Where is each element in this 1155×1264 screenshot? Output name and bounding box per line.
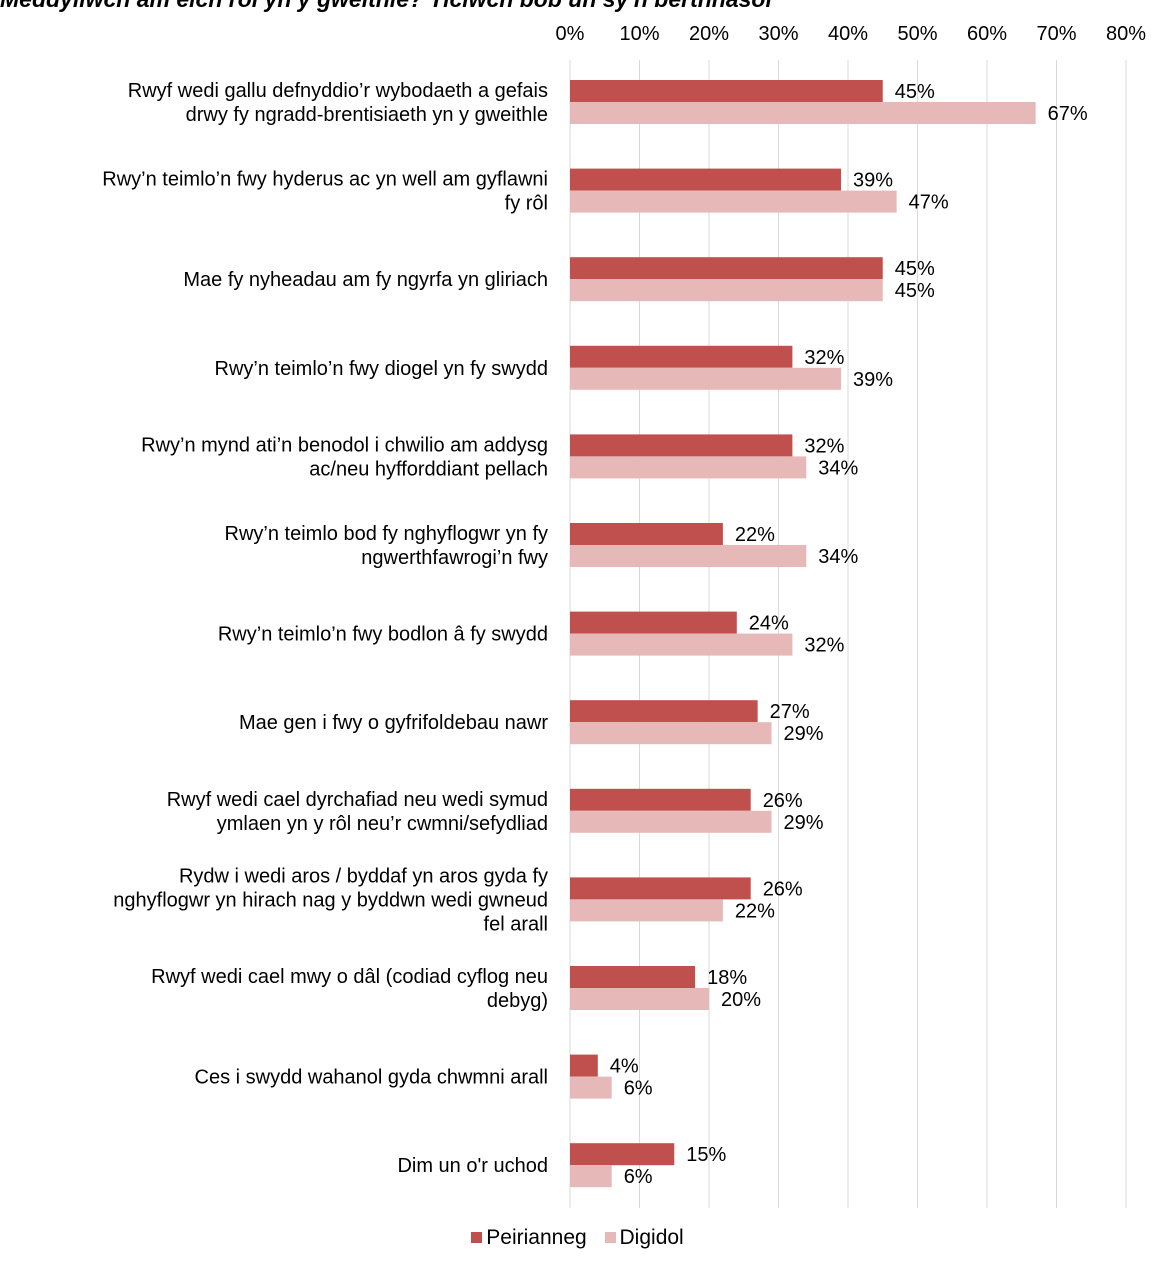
data-label: 4% — [610, 1056, 639, 1078]
category-label: debyg) — [487, 990, 548, 1012]
data-label: 22% — [735, 900, 775, 922]
bar-peirianneg — [570, 788, 751, 811]
data-label: 18% — [707, 967, 747, 989]
data-label: 32% — [804, 635, 844, 657]
category-label: Dim un o'r uchod — [397, 1155, 548, 1177]
bar-digidol — [570, 988, 709, 1010]
x-tick-label: 0% — [556, 23, 585, 45]
legend-item-peirianneg: Peirianneg — [471, 1226, 587, 1250]
data-label: 67% — [1048, 103, 1088, 125]
bar-peirianneg — [570, 523, 723, 545]
category-label: Rwyf wedi gallu defnyddio’r wybodaeth a … — [128, 80, 548, 102]
legend-label-digidol: Digidol — [619, 1226, 684, 1249]
category-label: Rwy’n teimlo’n fwy bodlon â fy swydd — [218, 624, 548, 646]
data-label: 29% — [784, 812, 824, 834]
x-tick-label: 70% — [1036, 23, 1076, 45]
bar-digidol — [570, 279, 883, 302]
data-label: 32% — [804, 435, 844, 457]
category-label: ngwerthfawrogi’n fwy — [361, 547, 548, 569]
bar-peirianneg — [570, 1143, 675, 1166]
legend-swatch-digidol — [604, 1232, 616, 1243]
x-tick-label: 30% — [758, 23, 798, 45]
x-tick-label: 60% — [967, 23, 1007, 45]
data-label: 6% — [624, 1078, 653, 1100]
x-tick-label: 20% — [689, 23, 729, 45]
data-label: 47% — [909, 192, 949, 214]
category-label: Rwy’n teimlo bod fy nghyflogwr yn fy — [225, 523, 548, 545]
bar-digidol — [570, 722, 772, 745]
category-label: Rwyf wedi cael dyrchafiad neu wedi symud — [167, 789, 548, 811]
x-tick-label: 80% — [1106, 23, 1146, 45]
data-label: 29% — [784, 723, 824, 745]
category-label: ac/neu hyfforddiant pellach — [309, 458, 548, 480]
data-label: 22% — [735, 524, 775, 546]
data-label: 45% — [895, 81, 935, 103]
data-label: 45% — [895, 280, 935, 302]
bar-digidol — [570, 633, 793, 656]
legend-item-digidol: Digidol — [604, 1226, 684, 1250]
bar-peirianneg — [570, 257, 883, 280]
data-label: 24% — [749, 613, 789, 635]
category-label: Rwy’n teimlo’n fwy diogel yn fy swydd — [215, 358, 548, 380]
x-tick-label: 50% — [897, 23, 937, 45]
bar-peirianneg — [570, 877, 751, 900]
bar-peirianneg — [570, 1054, 598, 1077]
bar-peirianneg — [570, 345, 793, 368]
data-label: 39% — [853, 369, 893, 391]
legend-label-peirianneg: Peirianneg — [486, 1226, 587, 1249]
category-label: Mae gen i fwy o gyfrifoldebau nawr — [239, 712, 548, 734]
bar-digidol — [570, 367, 842, 390]
data-label: 6% — [624, 1166, 653, 1188]
bar-peirianneg — [570, 80, 883, 102]
legend: Peirianneg Digidol — [0, 1226, 1155, 1250]
category-label: Rwy’n mynd ati’n benodol i chwilio am ad… — [141, 434, 548, 456]
category-label: nghyflogwr yn hirach nag y byddwn wedi g… — [113, 889, 548, 911]
bar-digidol — [570, 899, 723, 922]
chart-title: Meddyliwch am eich rôl yn y gweithle? Ti… — [0, 0, 1155, 13]
category-label: Ces i swydd wahanol gyda chwmni arall — [195, 1067, 549, 1089]
data-label: 26% — [763, 790, 803, 812]
legend-swatch-peirianneg — [471, 1232, 483, 1243]
bar-digidol — [570, 1165, 612, 1188]
bar-digidol — [570, 190, 897, 213]
category-label: Rwy’n teimlo’n fwy hyderus ac yn well am… — [102, 169, 548, 191]
bar-peirianneg — [570, 966, 696, 988]
bar-peirianneg — [570, 168, 842, 191]
x-tick-label: 40% — [828, 23, 868, 45]
category-label: fel arall — [484, 913, 548, 935]
data-label: 26% — [763, 878, 803, 900]
category-label: ymlaen yn y rôl neu’r cwmni/sefydliad — [217, 813, 548, 835]
bar-peirianneg — [570, 434, 793, 457]
bar-digidol — [570, 1076, 612, 1099]
data-label: 27% — [770, 701, 810, 723]
data-label: 20% — [721, 989, 761, 1011]
data-label: 34% — [818, 457, 858, 479]
x-tick-label: 10% — [619, 23, 659, 45]
bar-peirianneg — [570, 700, 758, 723]
category-label: drwy fy ngradd-brentisiaeth yn y gweithl… — [186, 104, 548, 126]
data-label: 34% — [818, 546, 858, 568]
bar-digidol — [570, 456, 807, 479]
data-label: 39% — [853, 170, 893, 192]
data-label: 15% — [686, 1144, 726, 1166]
category-label: Rydw i wedi aros / byddaf yn aros gyda f… — [179, 865, 548, 887]
bar-digidol — [570, 102, 1036, 124]
data-label: 45% — [895, 258, 935, 280]
bar-digidol — [570, 545, 807, 567]
data-label: 32% — [804, 347, 844, 369]
bar-peirianneg — [570, 611, 737, 634]
bar-digidol — [570, 810, 772, 833]
category-label: Mae fy nyheadau am fy ngyrfa yn gliriach — [183, 269, 548, 291]
category-label: Rwyf wedi cael mwy o dâl (codiad cyflog … — [151, 966, 548, 988]
category-label: fy rôl — [505, 193, 548, 215]
